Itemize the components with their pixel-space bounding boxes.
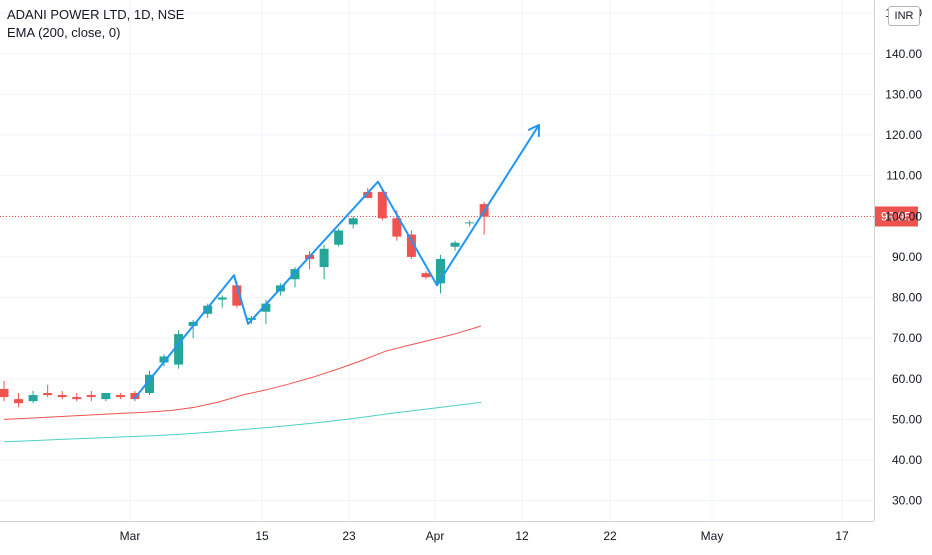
candle-body: [436, 258, 445, 284]
ema-line-red: [3, 325, 482, 420]
x-tick-label: 22: [603, 529, 617, 543]
y-tick-label: 30.00: [892, 494, 922, 508]
candle-body: [217, 297, 227, 300]
chart-legend: ADANI POWER LTD, 1D, NSE EMA (200, close…: [7, 6, 184, 42]
candle-body: [159, 356, 169, 363]
candle-body: [377, 191, 387, 219]
x-tick-label: 23: [342, 529, 356, 543]
candle-body: [421, 273, 431, 278]
candle-body: [86, 395, 96, 398]
y-tick-label: 100.00: [885, 209, 922, 223]
candle-body: [28, 395, 38, 402]
x-tick-label: 17: [835, 529, 849, 543]
candle-body: [465, 222, 475, 224]
candle-body: [14, 399, 24, 404]
candle-body: [348, 218, 358, 225]
trend-arrow-path: [133, 124, 540, 400]
y-tick-label: 130.00: [885, 87, 922, 101]
candle-body: [406, 234, 416, 257]
candle-body: [72, 397, 82, 400]
y-tick-label: 40.00: [892, 453, 922, 467]
y-tick-label: 120.00: [885, 128, 922, 142]
x-tick-label: 15: [255, 529, 269, 543]
x-tick-label: 12: [515, 529, 529, 543]
candle-body: [450, 242, 460, 247]
currency-button[interactable]: INR: [888, 6, 920, 26]
last-price-label: 99.95: [881, 209, 911, 223]
candle-body: [363, 191, 373, 198]
x-tick-label: Apr: [426, 529, 445, 543]
y-tick-label: 110.00: [886, 169, 922, 183]
candle-body: [261, 303, 271, 312]
y-tick-label: 50.00: [892, 412, 922, 426]
candle-body: [290, 269, 300, 280]
y-tick-label: 60.00: [892, 372, 922, 386]
y-tick-label: 90.00: [892, 250, 922, 264]
candle-body: [232, 285, 242, 306]
candle-body: [130, 393, 140, 400]
indicator-label: EMA (200, close, 0): [7, 25, 121, 40]
candle-body: [115, 395, 125, 398]
candle-body: [174, 334, 184, 365]
candle-body: [319, 248, 329, 268]
y-tick-label: 140.00: [885, 47, 922, 61]
y-tick-label: 70.00: [892, 331, 922, 345]
candle-body: [334, 230, 344, 245]
x-tick-label: May: [701, 529, 724, 543]
candle-body: [145, 374, 154, 394]
candle-body: [57, 395, 67, 398]
candle-body: [203, 305, 213, 314]
x-tick-label: Mar: [120, 529, 141, 543]
arrow-head: [527, 123, 540, 137]
candle-body: [188, 321, 198, 326]
ema-line-teal: [3, 401, 482, 443]
candle-body: [0, 388, 9, 398]
last-price-badge: [874, 206, 918, 227]
y-tick-label: 80.00: [892, 291, 922, 305]
candle-body: [392, 218, 402, 237]
candle-body: [43, 393, 53, 396]
candle-body: [101, 393, 111, 400]
symbol-title: ADANI POWER LTD, 1D, NSE: [7, 7, 185, 22]
